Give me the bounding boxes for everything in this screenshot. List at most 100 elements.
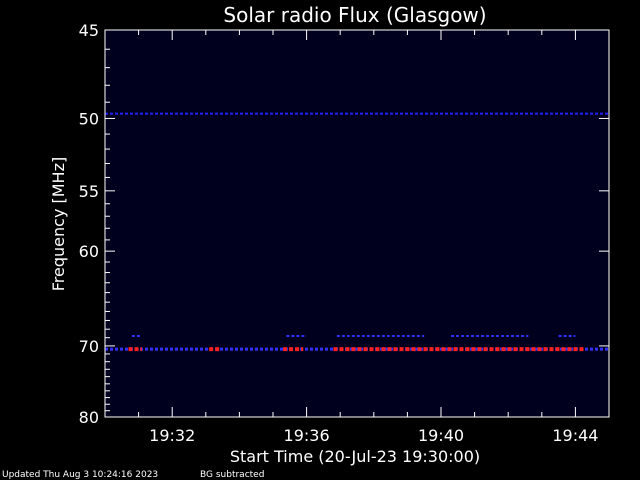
emission-band-segment xyxy=(305,347,308,351)
emission-band-segment xyxy=(110,112,113,115)
emission-band-segment xyxy=(525,112,528,115)
emission-band-segment xyxy=(461,335,465,337)
emission-band-segment xyxy=(265,112,268,115)
emission-band-segment xyxy=(325,112,328,115)
emission-band-segment xyxy=(225,347,228,351)
emission-band-segment xyxy=(355,112,358,115)
emission-band-segment xyxy=(220,347,223,351)
emission-band-segment xyxy=(190,347,193,351)
emission-band-segment xyxy=(220,112,223,115)
emission-band-segment xyxy=(480,112,483,115)
emission-band-segment xyxy=(230,347,233,351)
emission-band-segment xyxy=(295,112,298,115)
emission-band-segment xyxy=(350,112,353,115)
emission-band-segment xyxy=(520,112,523,115)
emission-band-segment xyxy=(131,335,135,337)
emission-band-segment xyxy=(205,112,208,115)
emission-band-segment xyxy=(340,112,343,115)
emission-band-segment xyxy=(555,112,558,115)
y-axis-label: Frequency [MHz] xyxy=(49,157,68,291)
emission-band-segment xyxy=(563,335,567,337)
emission-band-segment xyxy=(270,112,273,115)
emission-burst xyxy=(393,347,398,352)
emission-band-segment xyxy=(460,112,463,115)
emission-band-segment xyxy=(286,335,290,337)
emission-burst xyxy=(381,347,386,352)
emission-band-segment xyxy=(215,112,218,115)
emission-burst xyxy=(567,347,572,352)
emission-burst xyxy=(345,347,350,352)
emission-burst xyxy=(561,347,566,352)
emission-band-segment xyxy=(505,347,508,351)
emission-burst xyxy=(531,347,536,352)
emission-band-segment xyxy=(410,112,413,115)
emission-band-segment xyxy=(605,347,608,351)
emission-burst xyxy=(429,347,434,352)
emission-band-segment xyxy=(558,335,562,337)
y-tick-label: 60 xyxy=(79,242,99,261)
emission-band-segment xyxy=(456,335,460,337)
emission-band-segment xyxy=(390,347,393,351)
emission-band-segment xyxy=(200,112,203,115)
emission-band-segment xyxy=(605,112,608,115)
emission-band-segment xyxy=(526,335,529,337)
emission-band-segment xyxy=(420,112,423,115)
emission-band-segment xyxy=(366,335,370,337)
emission-band-segment xyxy=(315,347,318,351)
y-tick-label: 80 xyxy=(79,408,99,427)
emission-band-segment xyxy=(345,112,348,115)
emission-band-segment xyxy=(185,347,188,351)
emission-band-segment xyxy=(465,112,468,115)
emission-burst xyxy=(301,347,304,352)
emission-band-segment xyxy=(600,347,603,351)
x-tick-label: 19:32 xyxy=(149,426,195,445)
x-axis-label: Start Time (20-Jul-23 19:30:00) xyxy=(230,447,480,466)
emission-band-segment xyxy=(351,335,355,337)
bg-subtracted-note: BG subtracted xyxy=(200,470,265,480)
emission-band-segment xyxy=(466,335,470,337)
emission-burst xyxy=(399,347,404,352)
emission-band-segment xyxy=(491,335,495,337)
emission-burst xyxy=(543,347,548,352)
emission-band-segment xyxy=(415,347,418,351)
emission-burst xyxy=(471,347,476,352)
emission-band-segment xyxy=(496,335,500,337)
emission-burst xyxy=(128,347,133,352)
emission-band-segment xyxy=(175,347,178,351)
emission-burst xyxy=(295,347,300,352)
emission-band-segment xyxy=(310,112,313,115)
emission-band-segment xyxy=(310,347,313,351)
y-tick-label: 45 xyxy=(79,21,99,40)
emission-band-segment xyxy=(390,112,393,115)
emission-burst xyxy=(387,347,392,352)
emission-band-segment xyxy=(425,112,428,115)
emission-band-segment xyxy=(411,335,415,337)
emission-band-segment xyxy=(505,112,508,115)
emission-band-segment xyxy=(136,335,140,337)
emission-band-segment xyxy=(335,112,338,115)
emission-burst xyxy=(375,347,380,352)
emission-band-segment xyxy=(585,347,588,351)
emission-band-segment xyxy=(235,112,238,115)
emission-band-segment xyxy=(356,335,360,337)
emission-band-segment xyxy=(145,347,148,351)
plot-frame xyxy=(104,29,610,418)
emission-band-segment xyxy=(285,112,288,115)
emission-band-segment xyxy=(185,112,188,115)
emission-band-segment xyxy=(255,347,258,351)
emission-band-segment xyxy=(360,112,363,115)
emission-band-segment xyxy=(565,112,568,115)
emission-band-segment xyxy=(540,112,543,115)
emission-burst xyxy=(465,347,470,352)
emission-band-segment xyxy=(336,335,340,337)
emission-band-segment xyxy=(470,112,473,115)
emission-band-segment xyxy=(360,347,363,351)
emission-band-segment xyxy=(305,112,308,115)
emission-band-segment xyxy=(291,335,295,337)
emission-burst xyxy=(489,347,494,352)
emission-band-segment xyxy=(125,112,128,115)
emission-band-segment xyxy=(430,112,433,115)
emission-band-segment xyxy=(125,347,128,351)
emission-bands xyxy=(105,112,608,352)
emission-burst xyxy=(423,347,428,352)
